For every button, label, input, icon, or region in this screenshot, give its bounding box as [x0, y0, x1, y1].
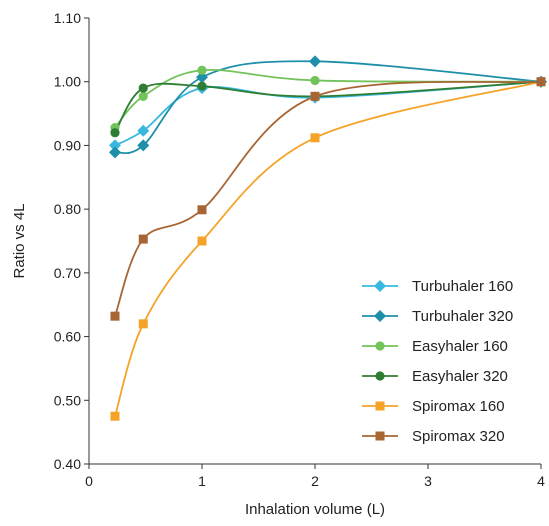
legend-marker	[375, 371, 385, 381]
data-point-spiromax-320	[310, 91, 320, 101]
x-tick-label: 3	[424, 473, 432, 489]
data-point-turbuhaler-160	[108, 139, 121, 152]
data-point-easyhaler-320	[138, 83, 148, 93]
legend-marker	[374, 310, 386, 322]
data-point-spiromax-160	[197, 236, 207, 246]
data-point-turbuhaler-320	[108, 146, 121, 159]
legend-entry-easyhaler-320: Easyhaler 320	[362, 368, 508, 385]
legend-entry-spiromax-160: Spiromax 160	[362, 398, 505, 415]
x-tick-label: 1	[198, 473, 206, 489]
y-tick-label: 0.70	[54, 265, 81, 281]
series-line-easyhaler-320	[114, 80, 542, 134]
legend-marker	[375, 431, 385, 441]
data-point-spiromax-320	[138, 234, 148, 244]
data-point-spiromax-160	[110, 411, 120, 421]
legend-label: Easyhaler 160	[412, 338, 508, 355]
series-line-spiromax-160	[114, 80, 542, 417]
data-point-turbuhaler-160	[137, 124, 150, 137]
x-tick-label: 4	[537, 473, 545, 489]
y-tick-label: 1.00	[54, 74, 81, 90]
legend-entry-turbuhaler-160: Turbuhaler 160	[362, 278, 513, 295]
series-markers	[108, 55, 547, 421]
data-point-easyhaler-160	[310, 75, 320, 86]
series-line-turbuhaler-160	[114, 80, 542, 147]
y-tick-label: 0.80	[54, 201, 81, 217]
legend: Turbuhaler 160 Turbuhaler 320 Easyhaler 16…	[362, 278, 513, 445]
data-point-easyhaler-160	[138, 91, 148, 101]
y-axis-ticks: 0.40 0.50 0.60 0.70 0.80 0.90 1.00 1.10	[54, 10, 89, 472]
y-tick-label: 0.90	[54, 137, 81, 153]
legend-label: Spiromax 320	[412, 428, 505, 445]
legend-entry-easyhaler-160: Easyhaler 160	[362, 338, 508, 355]
y-tick-label: 1.10	[54, 10, 81, 26]
legend-entry-spiromax-320: Spiromax 320	[362, 428, 505, 445]
x-axis-ticks: 0 1 2 3 4	[85, 464, 545, 489]
data-point-spiromax-320	[110, 311, 120, 321]
y-tick-label: 0.60	[54, 329, 81, 345]
y-tick-label: 0.50	[54, 392, 81, 408]
y-axis-title: Ratio vs 4L	[11, 203, 28, 278]
data-point-spiromax-320	[197, 205, 207, 215]
legend-label: Turbuhaler 320	[412, 308, 513, 325]
legend-marker	[375, 341, 385, 351]
data-point-easyhaler-320	[110, 128, 120, 138]
x-axis-title: Inhalation volume (L)	[245, 501, 385, 518]
legend-label: Turbuhaler 160	[412, 278, 513, 295]
x-tick-label: 0	[85, 473, 93, 489]
data-point-spiromax-160	[138, 319, 148, 329]
legend-label: Easyhaler 320	[412, 368, 508, 385]
data-point-turbuhaler-320	[137, 139, 150, 152]
data-point-turbuhaler-320	[196, 71, 208, 84]
legend-marker	[374, 280, 386, 292]
data-point-turbuhaler-320	[309, 55, 321, 68]
series-line-spiromax-320	[114, 80, 542, 317]
data-point-spiromax-320	[536, 77, 546, 87]
legend-marker	[375, 401, 385, 411]
y-tick-label: 0.40	[54, 456, 81, 472]
legend-label: Spiromax 160	[412, 398, 505, 415]
data-point-easyhaler-160	[197, 65, 207, 75]
x-tick-label: 2	[311, 473, 319, 489]
series-lines	[114, 60, 542, 417]
data-point-spiromax-160	[310, 133, 320, 143]
legend-entry-turbuhaler-320: Turbuhaler 320	[362, 308, 513, 325]
data-point-easyhaler-320	[197, 81, 207, 91]
